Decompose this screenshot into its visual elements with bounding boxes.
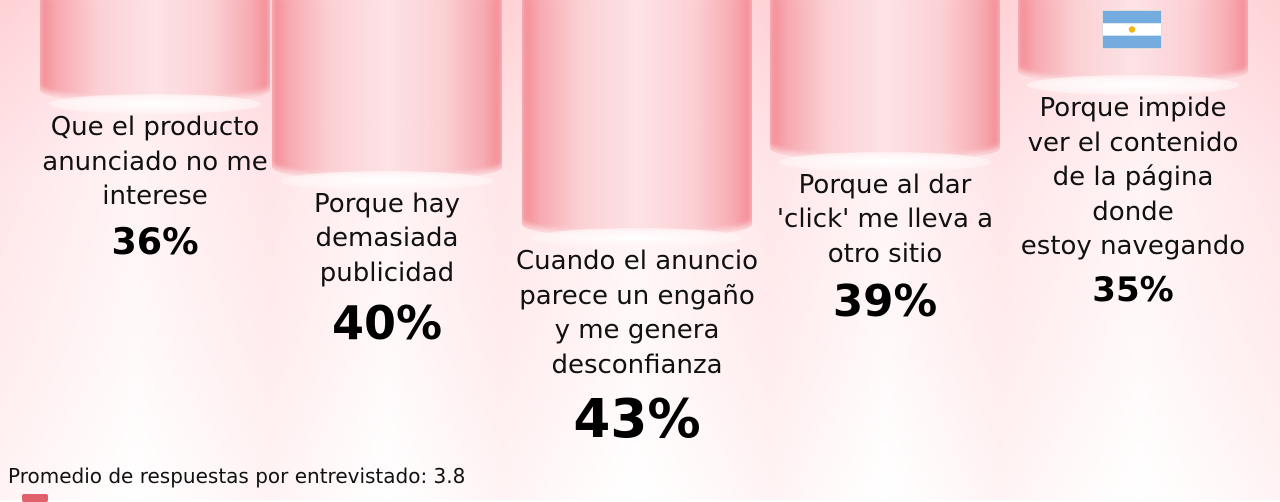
category-label-line: Porque impide [1039,93,1227,123]
category-label-line: Porque al dar [798,169,972,200]
category-label-line: desconfianza [551,349,723,380]
value-label: 40% [331,296,443,351]
footnote-marker [22,494,48,502]
bar-label-group: Porque impide ver el contenido de la págin… [1008,91,1258,310]
category-label-line: parece un engaño [519,280,755,311]
bar-cap [779,151,991,172]
category-label-line: y me genera [554,315,720,346]
bar-cap [49,94,261,115]
bar [272,0,502,191]
bar-label-group: Cuando el anuncio parece un engaño y me ge… [512,244,762,450]
bar-label-group: Que el producto anunciado no me interese 36… [30,110,280,263]
value-label: 35% [1092,269,1174,310]
footnote: Promedio de respuestas por entrevistado:… [8,464,466,488]
category-label-line: ver el contenido [1027,127,1239,158]
bar [522,0,752,248]
category-label-line: demasiada [315,223,459,254]
category-label-line: Que el producto [50,112,260,143]
flag-stripe-top [1103,11,1161,24]
bar-cap [1027,75,1239,95]
bar-label-group: Porque al dar 'click' me lleva a otro siti… [760,168,1010,328]
category-label-line: interese [102,181,208,212]
value-label: 36% [111,219,199,263]
bar [40,0,270,115]
value-label: 43% [573,388,701,451]
category-label-line: Porque hay [314,188,460,219]
bar [770,0,1000,172]
bar-cap [531,228,743,248]
bar-cap [281,170,493,191]
argentina-flag-icon [1102,10,1162,49]
category-label-line: 'click' me lleva a [776,204,994,235]
category-label-line: otro sitio [827,238,943,269]
category-label-line: estoy navegando [1020,231,1246,262]
category-label-line: Cuando el anuncio [516,246,758,276]
flag-sun [1128,26,1136,33]
flag-stripe-bottom [1103,35,1161,48]
category-label-line: anunciado no me [42,146,268,177]
category-label-line: publicidad [319,257,455,288]
category-label-line: de la página donde [1052,162,1214,227]
bar-label-group: Porque hay demasiada publicidad 40% [262,187,512,351]
value-label: 39% [832,277,938,328]
